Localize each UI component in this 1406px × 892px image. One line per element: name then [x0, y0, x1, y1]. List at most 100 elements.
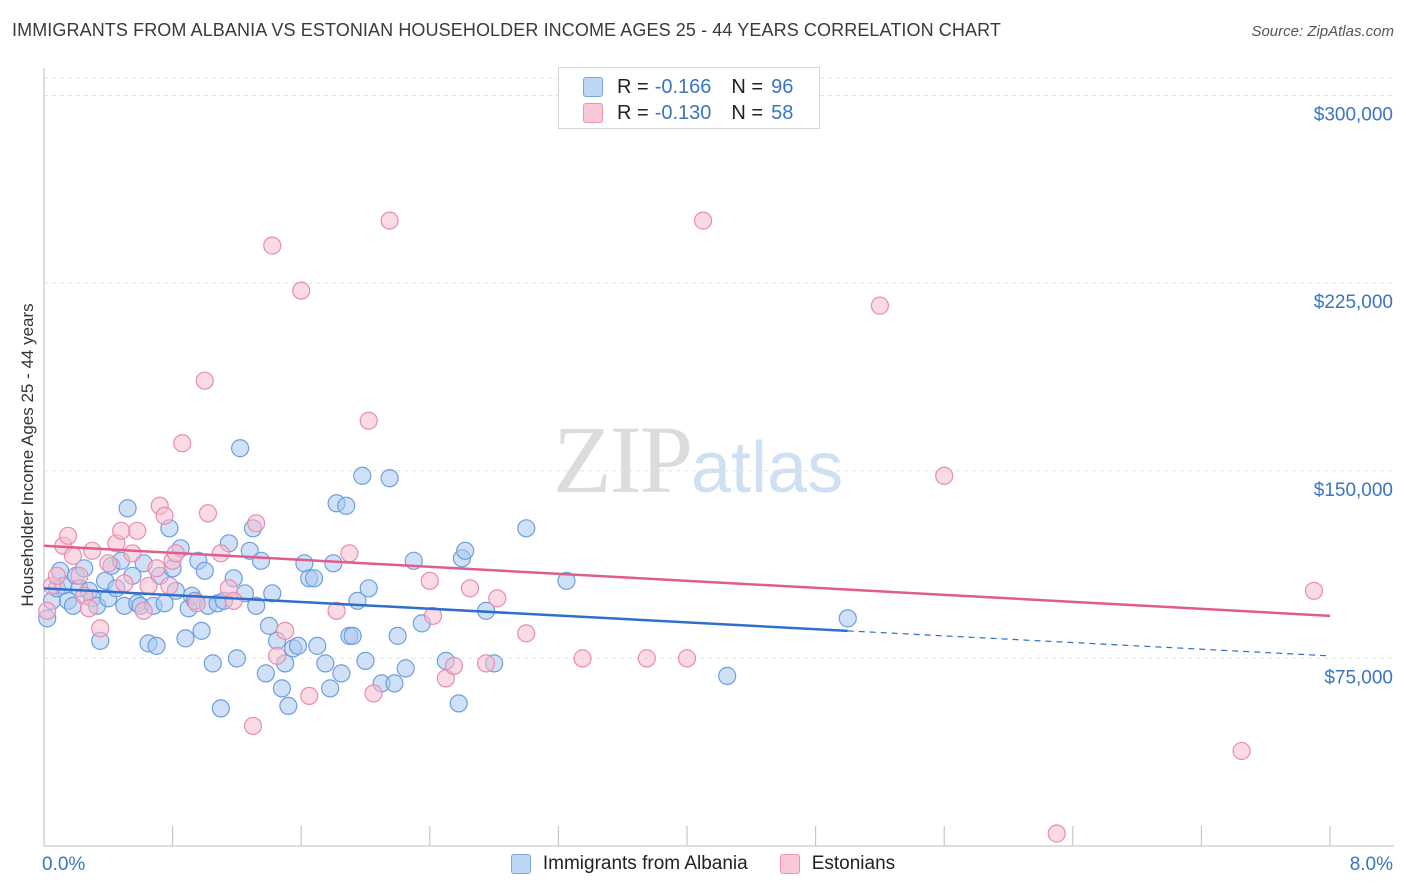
data-point	[637, 649, 656, 668]
data-point	[300, 686, 319, 706]
data-point	[396, 659, 415, 678]
legend-item-estonians[interactable]: Estonians	[779, 853, 896, 875]
data-point	[211, 699, 230, 718]
data-point	[304, 569, 324, 588]
data-point	[63, 546, 83, 565]
data-point	[423, 606, 443, 625]
data-point	[267, 646, 287, 665]
legend-label-estonians: Estonians	[811, 853, 896, 874]
data-point	[251, 551, 271, 570]
legend-label-albania: Immigrants from Albania	[542, 853, 748, 874]
legend-n-value: 58	[771, 101, 794, 124]
data-point	[47, 566, 66, 585]
data-point	[160, 576, 179, 595]
data-point	[139, 576, 158, 595]
y-axis-label: Householder Income Ages 25 - 44 years	[18, 303, 37, 607]
legend-r-label: R =	[617, 101, 649, 124]
data-point	[337, 496, 356, 515]
data-point	[677, 649, 697, 668]
data-point	[321, 679, 340, 698]
data-point	[870, 296, 890, 315]
data-point	[211, 544, 230, 563]
data-point	[263, 236, 282, 255]
data-point	[115, 574, 134, 593]
data-point	[557, 571, 576, 590]
data-point	[380, 211, 399, 230]
data-point	[279, 696, 298, 716]
y-tick-label: $150,000	[1314, 480, 1393, 501]
data-point	[456, 541, 475, 560]
data-point	[1232, 741, 1251, 761]
data-point	[693, 211, 713, 230]
y-tick-label: $300,000	[1314, 105, 1393, 126]
watermark-atlas: atlas	[691, 428, 844, 508]
data-point	[38, 601, 57, 620]
data-point	[227, 649, 246, 668]
data-point	[198, 504, 218, 523]
legend-swatch-estonians	[583, 103, 603, 123]
data-point	[195, 561, 214, 580]
x-tick-label: 0.0%	[42, 854, 85, 875]
legend-n-label: N =	[731, 101, 764, 124]
series-group	[38, 211, 1324, 843]
data-point	[83, 541, 102, 560]
watermark-zip: ZIP	[553, 406, 693, 513]
data-point	[195, 371, 214, 390]
data-point	[1047, 824, 1066, 843]
data-point	[247, 596, 266, 615]
legend-series: Immigrants from Albania Estonians	[0, 851, 1406, 877]
data-point	[343, 626, 362, 645]
legend-n-value: 96	[771, 75, 794, 98]
data-point	[385, 674, 404, 693]
data-point	[128, 521, 147, 540]
trend-line	[43, 587, 848, 633]
data-point	[324, 554, 343, 573]
data-point	[263, 584, 282, 603]
data-point	[70, 566, 89, 585]
data-point	[1304, 581, 1324, 600]
legend-swatch-estonians	[779, 854, 800, 874]
data-point	[340, 544, 359, 563]
legend-r-value: -0.130	[654, 101, 712, 124]
data-point	[316, 654, 335, 673]
data-point	[147, 636, 166, 655]
data-point	[288, 636, 308, 655]
data-point	[308, 636, 327, 655]
data-point	[259, 616, 279, 635]
data-point	[573, 649, 592, 668]
data-point	[272, 679, 292, 698]
data-point	[359, 579, 378, 598]
x-tick-label: 8.0%	[1350, 854, 1393, 875]
y-tick-label: $225,000	[1314, 292, 1393, 313]
data-point	[176, 629, 195, 648]
legend-stats: R = -0.166 N = 96 R = -0.130 N = 58	[558, 67, 820, 129]
data-point	[353, 466, 372, 485]
data-point	[718, 666, 737, 685]
legend-row-albania: R = -0.166 N = 96	[583, 75, 793, 99]
chart-title: IMMIGRANTS FROM ALBANIA VS ESTONIAN HOUS…	[12, 20, 1001, 40]
legend-swatch-albania	[583, 77, 603, 97]
data-point	[187, 594, 206, 613]
data-point	[147, 559, 166, 578]
data-point	[517, 624, 536, 643]
data-point	[134, 601, 153, 620]
data-point	[327, 601, 346, 620]
legend-item-albania[interactable]: Immigrants from Albania	[510, 853, 748, 875]
data-point	[247, 514, 266, 533]
data-point	[332, 664, 351, 683]
trend-line	[43, 544, 1331, 618]
data-point	[243, 716, 263, 736]
data-point	[192, 621, 211, 640]
data-point	[488, 589, 507, 608]
legend-row-estonians: R = -0.130 N = 58	[583, 101, 793, 125]
legend-r-label: R =	[617, 75, 649, 98]
data-point	[359, 411, 378, 430]
data-point	[118, 499, 137, 518]
data-point	[517, 519, 536, 538]
data-point	[203, 654, 222, 673]
data-point	[256, 664, 275, 683]
data-point	[99, 554, 118, 573]
y-tick-label: $75,000	[1324, 667, 1393, 688]
data-point	[173, 434, 192, 453]
